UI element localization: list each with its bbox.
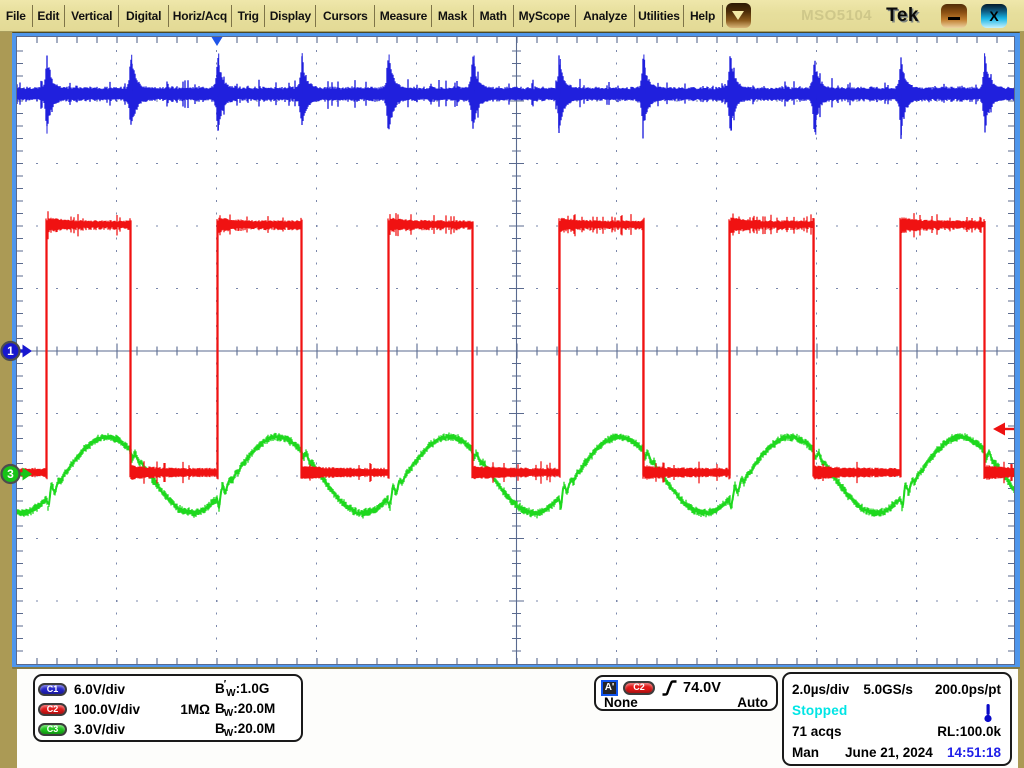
trigger-b-event: None	[604, 695, 638, 710]
menu-item-edit[interactable]: Edit	[33, 5, 65, 27]
trigger-position-icon	[211, 37, 223, 46]
date-value: June 21, 2024	[845, 745, 933, 760]
close-button[interactable]: X	[981, 3, 1007, 28]
menu-item-utilities[interactable]: Utilities	[635, 5, 684, 27]
chevron-down-icon	[732, 11, 745, 20]
svg-text:3: 3	[7, 467, 14, 481]
menu-item-vertical[interactable]: Vertical	[65, 5, 120, 27]
menu-item-trig[interactable]: Trig	[232, 5, 266, 27]
channel1-bandwidth: B′W:1.0G	[215, 679, 270, 699]
menu-item-measure[interactable]: Measure	[375, 5, 433, 27]
channel3-row[interactable]: C3 3.0V/div BW:20.0M	[38, 719, 293, 739]
sample-rate-value: 5.0GS/s	[863, 682, 913, 697]
menubar-items: File Edit Vertical Digital Horiz/Acq Trig Disp…	[0, 0, 723, 31]
channel3-scale: 3.0V/div	[74, 721, 126, 737]
minimize-icon	[948, 17, 960, 20]
channel2-impedance: 1MΩ	[180, 701, 210, 717]
acquisition-status: Stopped	[792, 703, 848, 718]
channel1-reference-marker[interactable]: 1	[0, 340, 36, 362]
tek-logo: Tek	[886, 4, 919, 26]
resolution-value: 200.0ps/pt	[934, 682, 1001, 697]
record-position-icon	[984, 704, 992, 723]
channel3-badge: C3	[38, 722, 67, 736]
channel2-badge: C2	[38, 702, 67, 716]
minimize-button[interactable]	[941, 3, 967, 28]
trigger-channel-badge: C2	[623, 680, 655, 695]
trigger-level-value: 74.0V	[683, 679, 721, 696]
channel1-scale: 6.0V/div	[74, 681, 126, 697]
waveform-display[interactable]	[16, 36, 1015, 665]
menu-item-digital[interactable]: Digital	[119, 5, 169, 27]
channel1-row[interactable]: C1 6.0V/div B′W:1.0G	[38, 679, 293, 699]
trigger-mode-man: Man	[792, 745, 819, 760]
trigger-source-badge[interactable]: A'	[601, 679, 618, 696]
rising-edge-icon	[662, 679, 677, 696]
menu-item-horiz-acq[interactable]: Horiz/Acq	[169, 5, 232, 27]
waveform-canvas	[17, 37, 1014, 664]
channel1-badge: C1	[38, 682, 67, 696]
menu-overflow-button[interactable]	[725, 3, 751, 28]
record-length-value: RL:100.0k	[937, 724, 1001, 739]
timebase-value: 2.0µs/div	[792, 682, 850, 697]
acquisition-count: 71 acqs	[792, 724, 842, 739]
time-value: 14:51:18	[946, 745, 1001, 760]
channel3-bandwidth: BW:20.0M	[215, 721, 276, 739]
menu-item-display[interactable]: Display	[265, 5, 317, 27]
channel2-row[interactable]: C2 100.0V/div 1MΩ BW:20.0M	[38, 699, 293, 719]
menu-item-file[interactable]: File	[0, 5, 33, 27]
svg-text:1: 1	[7, 344, 14, 358]
menu-item-mask[interactable]: Mask	[432, 5, 474, 27]
menu-item-math[interactable]: Math	[474, 5, 514, 27]
channel2-bandwidth: BW:20.0M	[215, 701, 276, 719]
menu-item-myscope[interactable]: MyScope	[514, 5, 576, 27]
graticule-frame	[12, 32, 1020, 669]
trigger-mode: Auto	[737, 695, 768, 710]
menu-item-help[interactable]: Help	[684, 5, 723, 27]
menu-item-analyze[interactable]: Analyze	[576, 5, 636, 27]
trigger-readout-panel: A' C2 74.0V None Auto	[594, 675, 778, 711]
menu-bar: File Edit Vertical Digital Horiz/Acq Trig Disp…	[0, 0, 1024, 32]
channel-readout-panel: C1 6.0V/div B′W:1.0G C2 100.0V/div 1MΩ B…	[33, 674, 303, 742]
menu-item-cursors[interactable]: Cursors	[316, 5, 376, 27]
channel3-reference-marker[interactable]: 3	[0, 463, 36, 485]
trigger-level-icon	[993, 422, 1014, 436]
channel2-scale: 100.0V/div	[74, 701, 141, 717]
acquisition-readout-panel: 2.0µs/div 5.0GS/s 200.0ps/pt Stopped 71 …	[782, 672, 1012, 766]
model-watermark: MSO5104	[801, 7, 873, 24]
